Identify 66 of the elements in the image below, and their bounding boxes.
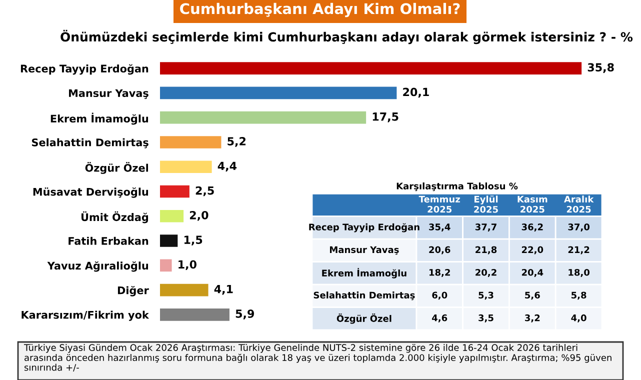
bar: [160, 185, 190, 198]
data-label: 20,2: [476, 268, 496, 277]
bar: [160, 210, 184, 222]
data-label: 36,2: [522, 224, 543, 232]
data-label: 21,2: [568, 246, 590, 254]
data-label: 17,5: [372, 112, 398, 122]
bar: [160, 111, 366, 124]
data-label: 22,0: [522, 246, 544, 254]
data-label: 6,0: [432, 292, 448, 300]
y-tick-label: Diğer: [118, 286, 149, 296]
data-label: 20,6: [429, 246, 450, 254]
chart-title: Karşılaştırma Tablosu %: [396, 182, 518, 192]
data-label: 5,6: [525, 292, 540, 300]
y-tick-label: Özgür Özel: [336, 313, 392, 324]
bar: [160, 234, 178, 247]
data-label: 4,6: [432, 314, 448, 322]
data-label: 1,5: [184, 236, 202, 246]
data-label: 3,5: [478, 314, 494, 322]
x-tick-label: Temmuz 2025: [418, 196, 460, 213]
data-label: 1,0: [178, 260, 196, 270]
y-tick-label: Ekrem İmamoğlu: [322, 268, 406, 278]
bar: [160, 284, 208, 296]
text: Türkiye Siyasi Gündem Ocak 2026 Araştırması: Türkiye Genelinde NUTS-2 sistemine göre 26 ilde 16-24 Ocak 2026 tarihleri arasında önceden hazırlanmış soru formuna bağlı olarak 18 yaş ve üzeri toplamda 2.000 kişiyle yapılmıştır. Araştırma; %95 güven sınırında +/-: [24, 344, 612, 372]
data-label: 37,7: [475, 224, 496, 232]
data-label: 2,0: [190, 210, 208, 221]
y-tick-label: Ekrem İmamoğlu: [50, 112, 148, 125]
data-label: 2,5: [196, 186, 214, 196]
y-tick-label: Selahattin Demirtaş: [314, 292, 415, 300]
bar: [160, 308, 230, 321]
data-label: 4,0: [571, 314, 586, 322]
bar: [160, 136, 222, 148]
x-tick-label: Eylül 2025: [474, 195, 498, 213]
data-label: 5,8: [572, 292, 586, 300]
bar: [160, 259, 172, 272]
chart-title: Cumhurbaşkanı Adayı Kim Olmalı?: [180, 2, 460, 18]
y-tick-label: Recep Tayyip Erdoğan: [20, 64, 148, 75]
data-label: 18,0: [568, 268, 590, 277]
x-tick-label: Aralık 2025: [564, 196, 594, 213]
data-label: 35,8: [588, 63, 614, 73]
chart-subtitle: Önümüzdeki seçimlerde kimi Cumhurbaşkanı adayı olarak görmek istersiniz ? - %: [60, 30, 633, 44]
data-label: 21,8: [476, 246, 497, 254]
bar: [160, 62, 582, 74]
data-label: 20,4: [522, 268, 544, 277]
y-tick-label: Ümit Özdağ: [81, 211, 148, 224]
y-tick-label: Selahattin Demirtaş: [32, 138, 148, 148]
data-label: 18,2: [429, 268, 450, 277]
y-tick-label: Mansur Yavaş: [330, 246, 399, 255]
bar: [160, 160, 212, 174]
data-label: 20,1: [403, 88, 429, 98]
data-label: 35,4: [429, 224, 450, 232]
y-tick-label: Yavuz Ağıralioğlu: [47, 261, 148, 272]
y-tick-label: Fatih Erbakan: [68, 236, 148, 245]
data-label: 3,2: [525, 314, 540, 322]
data-label: 5,3: [478, 292, 494, 300]
y-tick-label: Müsavat Dervişoğlu: [33, 187, 148, 198]
x-tick-label: Kasım 2025: [518, 196, 548, 213]
y-tick-label: Özgür Özel: [85, 162, 148, 174]
data-label: 5,9: [236, 310, 254, 320]
bar: [160, 86, 397, 100]
data-label: 37,0: [568, 224, 590, 232]
y-tick-label: Kararsızım/Fikrim yok: [22, 310, 150, 321]
data-label: 4,1: [214, 285, 233, 295]
data-label: 4,4: [218, 162, 237, 172]
data-label: 5,2: [228, 137, 246, 147]
y-tick-label: Mansur Yavaş: [69, 89, 148, 99]
y-tick-label: Recep Tayyip Erdoğan: [309, 223, 420, 232]
